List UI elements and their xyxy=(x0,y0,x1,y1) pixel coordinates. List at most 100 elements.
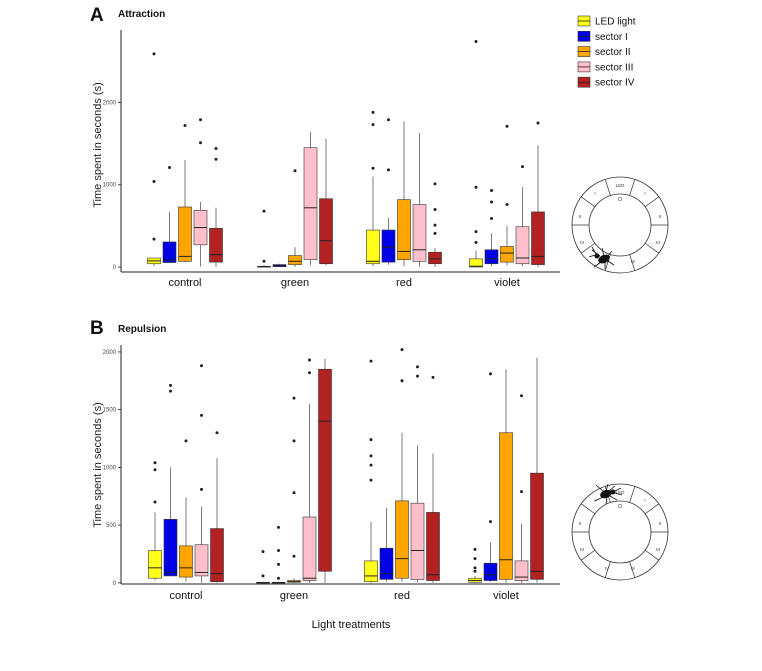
y-tick-label: 1000 xyxy=(103,183,117,189)
box-body xyxy=(163,519,178,577)
box-body xyxy=(148,550,162,579)
outlier-point xyxy=(169,389,172,393)
y-tick-label: 500 xyxy=(106,523,117,529)
arena-sector-label: III xyxy=(656,547,660,552)
box-sector-iii xyxy=(515,165,530,267)
outlier-point xyxy=(369,478,373,482)
y-axis-label: Time spent in seconds (s) xyxy=(92,82,104,208)
box-sector-i xyxy=(483,372,498,582)
arena-sector-label: III xyxy=(580,547,584,552)
box-sector-iv xyxy=(209,147,223,268)
box-sector-iii xyxy=(514,394,529,583)
arena-divider xyxy=(644,503,660,515)
outlier-point xyxy=(433,182,437,186)
box-body xyxy=(179,545,193,578)
box-led-light xyxy=(366,110,380,267)
box-led-light xyxy=(468,547,482,583)
outlier-point xyxy=(536,121,540,125)
box-sector-iv xyxy=(428,182,442,268)
outlier-point xyxy=(277,562,280,566)
arena-sector-label: III xyxy=(580,240,584,245)
box-sector-ii xyxy=(397,121,411,267)
arena-divider xyxy=(580,549,596,561)
outlier-point xyxy=(200,364,203,368)
outlier-point xyxy=(169,383,172,387)
legend-label: sector I xyxy=(595,32,628,43)
arena-divider xyxy=(604,179,611,196)
outlier-point xyxy=(433,207,437,211)
box-body xyxy=(210,528,224,582)
legend-label: sector III xyxy=(595,62,633,73)
led-icon xyxy=(617,503,623,509)
outlier-point xyxy=(369,438,373,442)
outlier-point xyxy=(387,118,390,122)
arena-diagram-repulsion: LED I I II II III III IV IV xyxy=(571,483,669,581)
outlier-point xyxy=(152,237,156,241)
outlier-point xyxy=(308,358,311,362)
outlier-point xyxy=(152,179,156,183)
box-body xyxy=(381,229,396,263)
legend-entry: sector III xyxy=(577,61,633,73)
outlier-point xyxy=(474,185,478,189)
outlier-point xyxy=(433,223,437,227)
outlier-point xyxy=(505,203,509,207)
box-sector-ii xyxy=(500,124,514,266)
x-tick-label: green xyxy=(281,277,309,289)
outlier-point xyxy=(416,365,419,369)
outlier-point xyxy=(371,166,375,170)
outlier-point xyxy=(371,110,375,114)
outlier-point xyxy=(292,439,296,443)
outlier-point xyxy=(153,461,157,465)
outlier-point xyxy=(200,413,203,417)
x-categories: control green red violet xyxy=(168,277,519,289)
outlier-point xyxy=(369,359,373,363)
y-tick-label: 1000 xyxy=(103,465,117,471)
box-sector-ii xyxy=(288,169,302,268)
box-body xyxy=(162,241,177,263)
legend-entry: sector II xyxy=(577,46,631,58)
outlier-point xyxy=(474,40,478,44)
arena-divider xyxy=(644,549,660,561)
box-sector-i xyxy=(272,263,287,268)
y-ticks: 0 500 1000 1500 2000 xyxy=(103,350,121,587)
arena-divider xyxy=(629,486,636,503)
y-tick-label: 0 xyxy=(113,581,117,587)
panel-letter: A xyxy=(90,5,104,26)
box-sector-i xyxy=(379,507,394,582)
arena-inner-circle xyxy=(588,500,652,564)
outlier-point xyxy=(153,468,157,472)
box-sector-ii xyxy=(179,439,193,582)
legend-label: LED light xyxy=(595,17,636,28)
arena-sector-label: II xyxy=(659,214,662,219)
outlier-point xyxy=(489,372,492,376)
y-tick-label: 1500 xyxy=(103,408,117,414)
box-body xyxy=(395,500,409,579)
arena-sector-label: III xyxy=(656,240,660,245)
x-tick-label: red xyxy=(396,277,412,289)
outlier-point xyxy=(183,123,187,127)
outlier-point xyxy=(474,230,478,234)
outlier-point xyxy=(277,525,280,529)
arena-divider xyxy=(580,196,596,208)
outlier-point xyxy=(199,118,202,122)
outlier-point xyxy=(433,231,437,235)
box-sector-iii xyxy=(412,132,427,268)
box-led-light xyxy=(469,40,483,268)
box-body xyxy=(500,246,514,263)
panel-attraction: A Attraction Time spent in seconds (s) 0… xyxy=(90,5,560,289)
outlier-point xyxy=(153,500,157,504)
box-sector-iii xyxy=(302,358,317,583)
outlier-point xyxy=(416,374,419,378)
box-body xyxy=(412,204,427,262)
outlier-point xyxy=(293,169,297,173)
outlier-point xyxy=(292,396,296,400)
y-tick-label: 0 xyxy=(113,265,117,271)
outlier-point xyxy=(473,566,477,570)
box-body xyxy=(178,206,192,262)
box-body xyxy=(514,560,529,581)
box-sector-ii xyxy=(178,123,192,263)
arena-led-label: LED xyxy=(616,183,626,188)
y-ticks: 0 1000 2000 xyxy=(103,100,121,271)
box-body xyxy=(319,198,333,265)
